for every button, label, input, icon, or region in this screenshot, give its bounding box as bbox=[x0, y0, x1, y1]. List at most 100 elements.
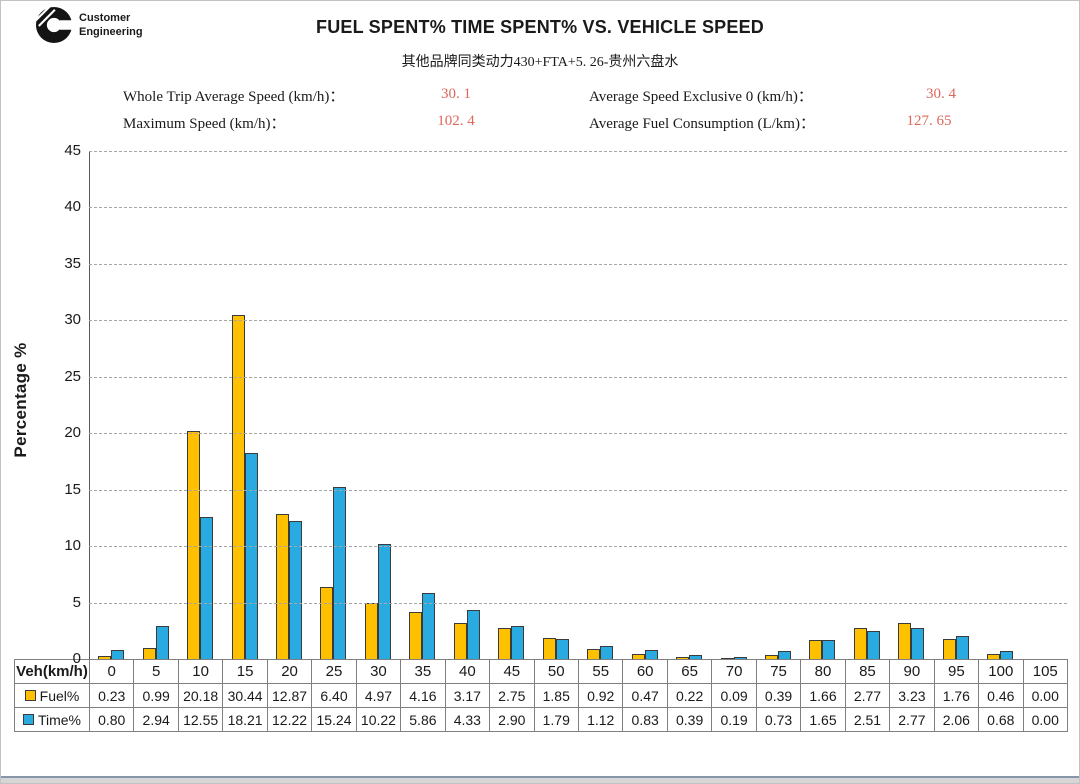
gridline-40 bbox=[89, 207, 1067, 209]
chart-title: FUEL SPENT% TIME SPENT% VS. VEHICLE SPEE… bbox=[316, 17, 764, 37]
bottom-edge-pad bbox=[1, 778, 1079, 783]
bar-time-85 bbox=[866, 630, 880, 659]
bar-fuel-70 bbox=[720, 657, 734, 659]
bar-slot-25 bbox=[311, 151, 355, 659]
y-tick-label-10: 10 bbox=[64, 537, 81, 555]
bar-fuel-40 bbox=[453, 623, 467, 659]
stat-value-avg-fuel-consumption: 127. 65 bbox=[906, 113, 952, 129]
gridline-30 bbox=[89, 320, 1067, 322]
fuel-value-cell-0: 0.23 bbox=[90, 684, 135, 708]
bar-fuel-60 bbox=[631, 653, 645, 659]
bar-time-90 bbox=[911, 627, 925, 659]
y-tick-label-40: 40 bbox=[64, 198, 81, 216]
time-value-cell-95: 2.06 bbox=[934, 708, 980, 732]
bar-fuel-45 bbox=[498, 627, 512, 659]
fuel-legend-swatch-icon bbox=[24, 690, 36, 701]
bar-fuel-35 bbox=[409, 612, 423, 659]
fuel-value-cell-90: 3.23 bbox=[890, 684, 935, 708]
speed-header-cell-65: 65 bbox=[667, 660, 713, 684]
time-series-label: Time% bbox=[37, 711, 82, 728]
bar-slot-30 bbox=[356, 151, 400, 659]
y-axis-line bbox=[89, 151, 90, 659]
fuel-value-cell-85: 2.77 bbox=[845, 684, 891, 708]
bar-time-40 bbox=[466, 610, 480, 659]
time-value-cell-30: 10.22 bbox=[356, 708, 402, 732]
time-value-cell-75: 0.73 bbox=[756, 708, 802, 732]
speed-header-cell-15: 15 bbox=[223, 660, 268, 684]
gridline-15 bbox=[89, 489, 1067, 491]
stat-value-whole-trip-avg-speed: 30. 1 bbox=[441, 86, 471, 102]
time-value-cell-50: 1.79 bbox=[534, 708, 579, 732]
speed-header-cell-80: 80 bbox=[801, 660, 846, 684]
time-legend-swatch-icon bbox=[22, 714, 34, 725]
bar-slot-60 bbox=[622, 151, 666, 659]
bar-time-75 bbox=[778, 650, 792, 659]
fuel-value-cell-95: 1.76 bbox=[934, 684, 980, 708]
y-tick-label-20: 20 bbox=[64, 424, 81, 442]
bar-fuel-5 bbox=[142, 647, 156, 659]
gridline-10 bbox=[89, 546, 1067, 548]
bar-fuel-95 bbox=[942, 639, 956, 659]
bar-slot-85 bbox=[845, 151, 889, 659]
speed-header-cell-60: 60 bbox=[623, 660, 668, 684]
gridline-35 bbox=[89, 263, 1067, 265]
bar-fuel-85 bbox=[853, 627, 867, 659]
bar-time-35 bbox=[422, 592, 436, 659]
bar-slot-45 bbox=[489, 151, 533, 659]
speed-header-cell-50: 50 bbox=[534, 660, 579, 684]
gridline-20 bbox=[89, 433, 1067, 435]
gridline-45 bbox=[89, 151, 1067, 152]
table-corner-x-axis-label: Veh(km/h) bbox=[15, 660, 90, 684]
fuel-value-cell-20: 12.87 bbox=[267, 684, 313, 708]
bar-slot-50 bbox=[534, 151, 578, 659]
bar-slot-95 bbox=[934, 151, 978, 659]
bar-time-50 bbox=[555, 638, 569, 659]
bar-fuel-65 bbox=[676, 656, 690, 659]
bar-slot-5 bbox=[133, 151, 177, 659]
time-value-cell-10: 12.55 bbox=[178, 708, 224, 732]
time-value-cell-90: 2.77 bbox=[890, 708, 935, 732]
plot-area bbox=[89, 151, 1067, 659]
data-table: Veh(km/h) 0 5 10 15 20 25 30 35 40 45 50 55 60 65 70 75… bbox=[14, 659, 1068, 732]
bar-time-30 bbox=[377, 543, 391, 659]
bar-fuel-30 bbox=[364, 602, 378, 659]
fuel-value-cell-15: 30.44 bbox=[223, 684, 268, 708]
bar-time-45 bbox=[511, 626, 525, 659]
y-tick-label-35: 35 bbox=[64, 254, 81, 272]
fuel-value-cell-5: 0.99 bbox=[134, 684, 179, 708]
gridline-25 bbox=[89, 376, 1067, 378]
speed-header-cell-10: 10 bbox=[178, 660, 224, 684]
time-value-cell-15: 18.21 bbox=[223, 708, 268, 732]
fuel-value-cell-10: 20.18 bbox=[178, 684, 224, 708]
fuel-value-cell-65: 0.22 bbox=[667, 684, 713, 708]
gridline-5 bbox=[89, 602, 1067, 604]
fuel-value-cell-50: 1.85 bbox=[534, 684, 579, 708]
fuel-value-cell-75: 0.39 bbox=[756, 684, 802, 708]
time-value-cell-105: 0.00 bbox=[1023, 708, 1068, 732]
stat-label-maximum-speed: Maximum Speed (km/h)： bbox=[123, 116, 286, 132]
bar-time-5 bbox=[155, 625, 169, 659]
fuel-value-cell-60: 0.47 bbox=[623, 684, 668, 708]
speed-header-cell-85: 85 bbox=[845, 660, 891, 684]
fuel-value-cell-80: 1.66 bbox=[801, 684, 846, 708]
bar-fuel-25 bbox=[320, 586, 334, 659]
speed-header-cell-5: 5 bbox=[134, 660, 179, 684]
y-tick-label-45: 45 bbox=[64, 142, 81, 159]
fuel-value-cell-35: 4.16 bbox=[401, 684, 446, 708]
y-tick-label-5: 5 bbox=[72, 593, 81, 611]
time-value-cell-85: 2.51 bbox=[845, 708, 891, 732]
bar-fuel-50 bbox=[542, 638, 556, 659]
bar-time-95 bbox=[955, 635, 969, 659]
time-value-cell-100: 0.68 bbox=[979, 708, 1024, 732]
bar-time-65 bbox=[689, 654, 703, 659]
bar-fuel-90 bbox=[898, 622, 912, 659]
stat-label-avg-fuel-consumption: Average Fuel Consumption (L/km)： bbox=[589, 116, 815, 132]
speed-header-cell-20: 20 bbox=[267, 660, 313, 684]
bar-slot-20 bbox=[267, 151, 311, 659]
time-value-cell-35: 5.86 bbox=[401, 708, 446, 732]
bar-time-100 bbox=[1000, 651, 1014, 659]
speed-header-cell-100: 100 bbox=[979, 660, 1024, 684]
fuel-value-cell-30: 4.97 bbox=[356, 684, 402, 708]
legend-cell-time: Time% bbox=[15, 708, 90, 732]
